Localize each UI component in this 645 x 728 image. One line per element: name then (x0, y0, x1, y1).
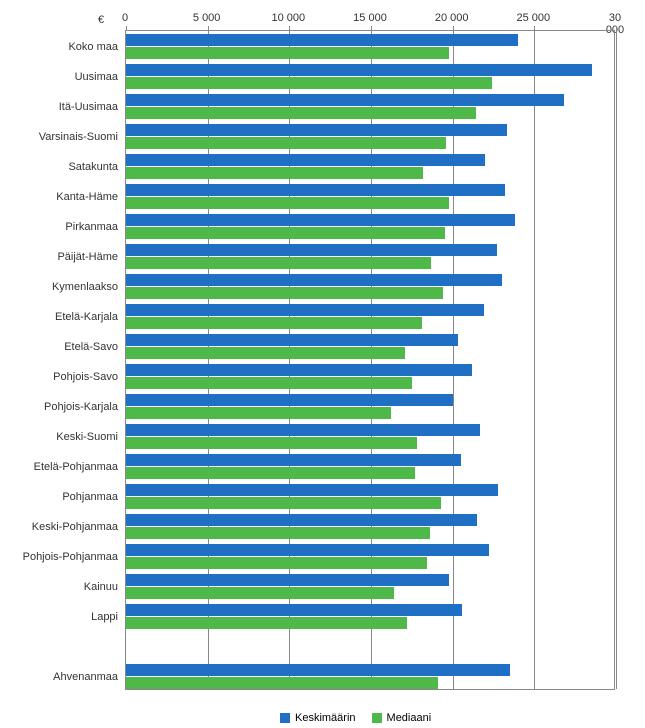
bar-mediaani (126, 467, 415, 479)
category-label: Etelä-Karjala (8, 311, 118, 324)
bar-keskimäärin (126, 304, 484, 316)
category-label: Uusimaa (8, 71, 118, 84)
legend-label: Mediaani (387, 712, 432, 724)
legend-item: Mediaani (372, 712, 432, 724)
bar-mediaani (126, 407, 391, 419)
bar-mediaani (126, 137, 446, 149)
bar-mediaani (126, 617, 407, 629)
bar-mediaani (126, 317, 422, 329)
bar-mediaani (126, 557, 427, 569)
bar-keskimäärin (126, 214, 515, 226)
axis-unit-label: € (98, 14, 104, 26)
legend-label: Keskimäärin (295, 712, 356, 724)
bar-mediaani (126, 527, 430, 539)
tick-mark (616, 26, 617, 31)
category-label: Ahvenanmaa (8, 671, 118, 684)
bar-keskimäärin (126, 484, 498, 496)
bar-mediaani (126, 47, 449, 59)
x-tick-label: 20 000 (435, 12, 469, 24)
bar-keskimäärin (126, 184, 505, 196)
chart-legend: Keskimäärin Mediaani (280, 712, 431, 724)
bar-keskimäärin (126, 364, 472, 376)
category-label: Pohjois-Savo (8, 371, 118, 384)
category-label: Satakunta (8, 161, 118, 174)
bar-keskimäärin (126, 124, 507, 136)
category-label: Itä-Uusimaa (8, 101, 118, 114)
bar-mediaani (126, 377, 412, 389)
bar-keskimäärin (126, 94, 564, 106)
category-label: Varsinais-Suomi (8, 131, 118, 144)
plot-area (125, 30, 615, 690)
category-label: Pirkanmaa (8, 221, 118, 234)
bar-keskimäärin (126, 244, 497, 256)
bar-mediaani (126, 107, 476, 119)
bar-keskimäärin (126, 34, 518, 46)
bar-mediaani (126, 497, 441, 509)
bar-mediaani (126, 167, 423, 179)
tick-mark (371, 26, 372, 31)
category-label: Pohjanmaa (8, 491, 118, 504)
category-label: Keski-Pohjanmaa (8, 521, 118, 534)
category-label: Koko maa (8, 41, 118, 54)
bar-keskimäärin (126, 334, 458, 346)
bar-keskimäärin (126, 154, 485, 166)
bar-keskimäärin (126, 664, 510, 676)
tick-mark (289, 26, 290, 31)
x-tick-label: 5 000 (193, 12, 221, 24)
bar-mediaani (126, 77, 492, 89)
bar-mediaani (126, 587, 394, 599)
category-label: Etelä-Pohjanmaa (8, 461, 118, 474)
category-label: Kainuu (8, 581, 118, 594)
category-label: Päijät-Häme (8, 251, 118, 264)
gridline (616, 31, 617, 689)
bar-mediaani (126, 437, 417, 449)
x-tick-label: 0 (122, 12, 128, 24)
tick-mark (534, 26, 535, 31)
bar-keskimäärin (126, 514, 477, 526)
bar-mediaani (126, 347, 405, 359)
category-label: Etelä-Savo (8, 341, 118, 354)
x-tick-label: 10 000 (272, 12, 306, 24)
bar-keskimäärin (126, 394, 453, 406)
legend-item: Keskimäärin (280, 712, 356, 724)
bar-keskimäärin (126, 64, 592, 76)
bar-keskimäärin (126, 604, 462, 616)
x-tick-label: 25 000 (517, 12, 551, 24)
bar-keskimäärin (126, 274, 502, 286)
category-label: Keski-Suomi (8, 431, 118, 444)
category-label: Pohjois-Karjala (8, 401, 118, 414)
bar-keskimäärin (126, 544, 489, 556)
tick-mark (208, 26, 209, 31)
bar-keskimäärin (126, 454, 461, 466)
legend-swatch (372, 713, 382, 723)
bar-keskimäärin (126, 424, 480, 436)
tick-mark (126, 26, 127, 31)
category-label: Lappi (8, 611, 118, 624)
category-label: Pohjois-Pohjanmaa (8, 551, 118, 564)
bar-mediaani (126, 287, 443, 299)
bar-mediaani (126, 227, 445, 239)
bar-mediaani (126, 257, 431, 269)
gridline (534, 31, 535, 689)
tick-mark (453, 26, 454, 31)
bar-keskimäärin (126, 574, 449, 586)
legend-swatch (280, 713, 290, 723)
x-tick-label: 15 000 (353, 12, 387, 24)
category-label: Kanta-Häme (8, 191, 118, 204)
bar-mediaani (126, 677, 438, 689)
bar-mediaani (126, 197, 449, 209)
category-label: Kymenlaakso (8, 281, 118, 294)
chart-container: € 05 00010 00015 00020 00025 00030 000 K… (0, 0, 645, 728)
